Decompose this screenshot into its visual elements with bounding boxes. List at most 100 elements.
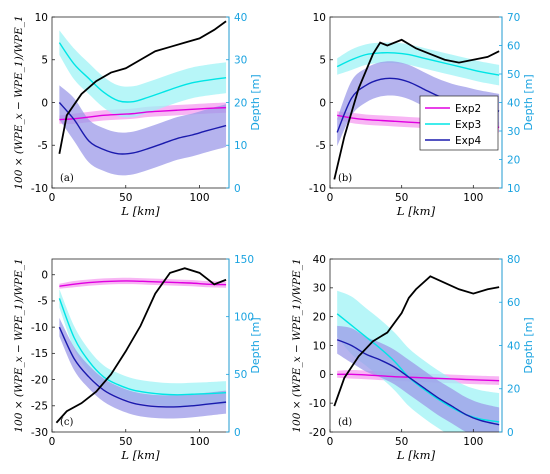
y-tick-label: 10 [313,12,326,24]
y-tick-label: -10 [31,183,48,195]
plot-area [55,267,227,424]
series-line-exp4 [336,339,500,426]
y-tick-label: 30 [313,283,326,295]
series-line-depth [333,38,500,180]
x-tick-label: 100 [189,436,209,448]
y-tick-label: -20 [309,427,326,439]
legend-label-exp3: Exp3 [455,119,481,131]
x-tick-label: 100 [463,436,483,448]
legend: Exp2 Exp3 Exp4 [419,95,499,151]
y-right-tick-label: 20 [507,154,520,166]
y-right-tick-label: 40 [507,340,520,352]
y-tick-label: -5 [316,140,326,152]
y-right-tick-label: 10 [234,140,247,152]
series-line-exp2 [59,106,227,121]
y-tick-label: -30 [31,427,48,439]
y-tick-label: 10 [313,340,326,352]
y-right-tick-label: 20 [234,97,247,109]
y-right-tick-label: 10 [507,183,520,195]
x-axis-label: L [km] [396,448,436,462]
x-tick-label: 0 [49,192,56,204]
series-line-exp3 [58,42,227,103]
series-line-exp3 [336,51,500,76]
y-tick-label: 5 [319,55,326,67]
y-tick-label: 5 [41,55,48,67]
y-tick-label: -15 [31,348,48,360]
panel-tag: (a) [60,173,74,184]
y-right-tick-label: 60 [507,297,520,309]
x-tick-label: 50 [119,192,132,204]
x-tick-label: 0 [327,192,334,204]
y-axis-label: 100 × (WPE_x − WPE_1)/WPE_1 [291,258,303,432]
x-axis-label: L [km] [120,204,160,218]
y-tick-label: 0 [319,97,326,109]
y-right-axis-label: Depth [m] [249,317,262,373]
series-line-exp3 [58,298,227,396]
y-tick-label: -5 [38,140,48,152]
y-right-tick-label: 50 [507,69,520,81]
series-line-exp2 [59,280,227,287]
plot-area [333,275,500,432]
y-right-tick-label: 0 [234,183,241,195]
y-axis-label: 100 × (WPE_x − WPE_1)/WPE_1 [13,258,25,432]
y-tick-label: -10 [309,398,326,410]
y-right-tick-label: 100 [234,311,254,323]
y-right-tick-label: 40 [507,97,520,109]
series-line-depth [333,275,500,407]
y-tick-label: -10 [309,183,326,195]
band-exp4 [59,317,227,419]
panel-tag: (b) [338,173,352,184]
band-exp3 [59,289,227,407]
panel-4: -20 -10 0 10 20 30 40 0 20 40 60 80 0 50 100 L [km] Dept… [291,254,535,462]
legend-label-exp2: Exp2 [455,103,481,115]
y-right-tick-label: 0 [234,427,241,439]
x-tick-label: 50 [119,436,132,448]
x-tick-label: 100 [189,192,209,204]
y-right-tick-label: 50 [234,369,247,381]
y-right-tick-label: 60 [507,40,520,52]
y-right-tick-label: 30 [234,55,247,67]
y-right-axis-label: Depth [m] [249,74,262,130]
y-tick-label: 40 [313,254,326,266]
y-right-tick-label: 30 [507,126,520,138]
series-line-depth [55,267,227,424]
y-tick-label: 20 [313,311,326,323]
x-tick-label: 50 [395,192,408,204]
series-line-exp4 [58,102,227,155]
y-right-tick-label: 0 [507,427,514,439]
y-tick-label: -20 [31,374,48,386]
panel-3: -30 -25 -20 -15 -10 -5 0 0 50 100 150 0 50 100 L [km] D… [13,254,262,462]
y-tick-label: -5 [38,296,48,308]
y-right-tick-label: 150 [234,254,254,266]
panel-2: -10 -5 0 5 10 10 20 30 40 50 60 70 0 50 100 L [km] Depth… [309,12,535,218]
y-tick-label: 0 [41,97,48,109]
series-line-exp4 [58,326,227,408]
y-tick-label: -25 [31,401,48,413]
y-right-axis-label: Depth [m] [522,74,535,130]
x-tick-label: 0 [49,436,56,448]
panel-tag: (c) [60,417,74,428]
y-axis-label: 100 × (WPE_x − WPE_1)/WPE_1 [13,15,25,189]
y-tick-label: 0 [41,270,48,282]
legend-box [419,95,499,151]
y-right-tick-label: 40 [234,12,247,24]
y-tick-label: 0 [319,369,326,381]
plot-area [58,20,227,176]
legend-label-exp4: Exp4 [455,135,482,147]
band-exp4 [337,325,500,432]
band-exp4 [337,61,500,147]
x-tick-label: 50 [395,436,408,448]
series-line-exp2 [337,373,500,382]
y-right-tick-label: 20 [507,384,520,396]
y-right-tick-label: 80 [507,254,520,266]
x-axis-label: L [km] [396,204,436,218]
panel-tag: (d) [338,417,352,428]
x-tick-label: 0 [327,436,334,448]
band-exp4 [59,85,227,176]
y-tick-label: -10 [31,322,48,334]
y-tick-label: 10 [35,12,48,24]
y-right-tick-label: 70 [507,12,520,24]
x-tick-label: 100 [463,192,483,204]
